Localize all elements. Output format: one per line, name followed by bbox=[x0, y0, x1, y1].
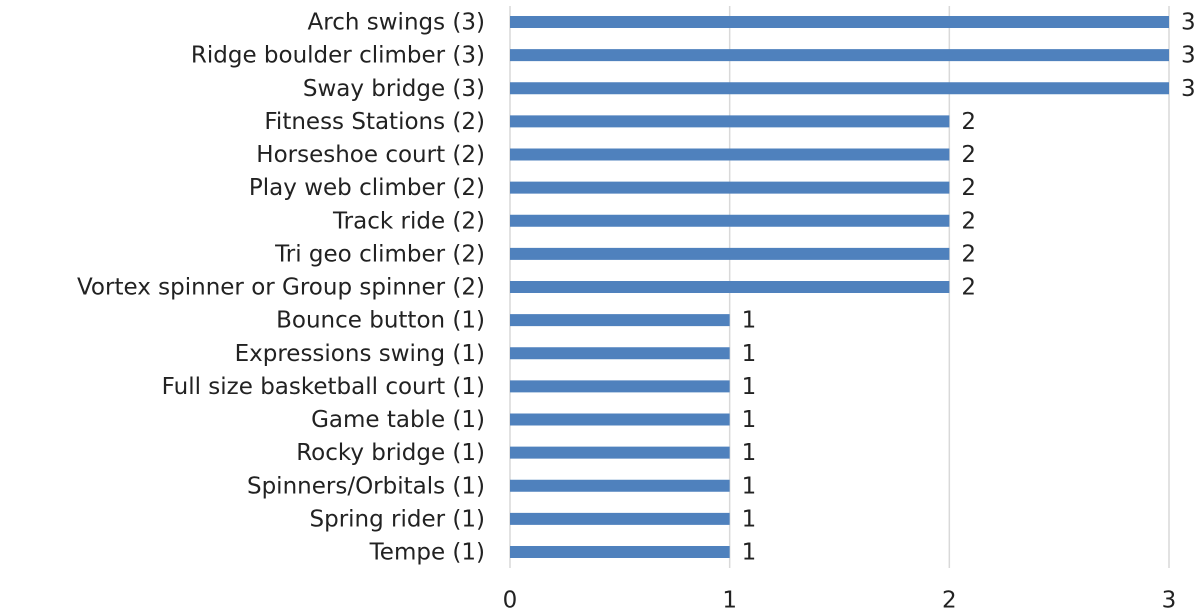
data-label: 3 bbox=[1181, 10, 1196, 36]
y-tick-label: Tri geo climber (2) bbox=[274, 241, 485, 267]
data-label: 2 bbox=[961, 241, 976, 267]
y-tick-label: Vortex spinner or Group spinner (2) bbox=[77, 275, 485, 301]
data-label: 1 bbox=[742, 540, 757, 566]
bar bbox=[510, 446, 730, 459]
bar bbox=[510, 115, 950, 128]
x-tick-label: 2 bbox=[942, 588, 957, 613]
bar bbox=[510, 82, 1169, 95]
data-label: 2 bbox=[961, 109, 976, 135]
y-tick-label: Spinners/Orbitals (1) bbox=[247, 473, 485, 499]
data-label: 1 bbox=[742, 506, 757, 532]
y-tick-label: Horseshoe court (2) bbox=[256, 142, 485, 168]
data-label: 2 bbox=[961, 208, 976, 234]
data-label: 2 bbox=[961, 142, 976, 168]
data-label: 2 bbox=[961, 175, 976, 201]
data-label: 1 bbox=[742, 374, 757, 400]
y-tick-label: Spring rider (1) bbox=[310, 506, 485, 532]
y-tick-label: Full size basketball court (1) bbox=[162, 374, 485, 400]
y-tick-label: Tempe (1) bbox=[369, 540, 485, 566]
y-tick-label: Sway bridge (3) bbox=[303, 76, 485, 102]
data-label: 3 bbox=[1181, 43, 1196, 69]
bar bbox=[510, 49, 1169, 62]
data-label: 3 bbox=[1181, 76, 1196, 102]
y-tick-label: Fitness Stations (2) bbox=[264, 109, 485, 135]
y-tick-label: Track ride (2) bbox=[332, 208, 485, 234]
data-label: 1 bbox=[742, 440, 757, 466]
bar bbox=[510, 347, 730, 360]
bar bbox=[510, 214, 950, 227]
bar bbox=[510, 181, 950, 194]
y-tick-label: Ridge boulder climber (3) bbox=[191, 43, 485, 69]
bar bbox=[510, 479, 730, 492]
y-tick-label: Arch swings (3) bbox=[308, 10, 485, 36]
data-label: 2 bbox=[961, 275, 976, 301]
bar bbox=[510, 380, 730, 393]
y-tick-label: Bounce button (1) bbox=[276, 308, 485, 334]
bar bbox=[510, 148, 950, 161]
data-label: 1 bbox=[742, 407, 757, 433]
bar bbox=[510, 546, 730, 558]
bar bbox=[510, 281, 950, 293]
bar bbox=[510, 16, 1169, 28]
x-tick-label: 0 bbox=[503, 588, 518, 613]
data-label: 1 bbox=[742, 473, 757, 499]
y-tick-label: Expressions swing (1) bbox=[235, 341, 485, 367]
data-label: 1 bbox=[742, 341, 757, 367]
y-tick-label: Rocky bridge (1) bbox=[296, 440, 485, 466]
y-tick-label: Play web climber (2) bbox=[249, 175, 485, 201]
bar bbox=[510, 314, 730, 327]
bar bbox=[510, 247, 950, 260]
data-label: 1 bbox=[742, 308, 757, 334]
x-tick-label: 3 bbox=[1162, 588, 1177, 613]
bar bbox=[510, 413, 730, 426]
bar bbox=[510, 512, 730, 525]
y-tick-label: Game table (1) bbox=[311, 407, 485, 433]
x-tick-label: 1 bbox=[722, 588, 737, 613]
